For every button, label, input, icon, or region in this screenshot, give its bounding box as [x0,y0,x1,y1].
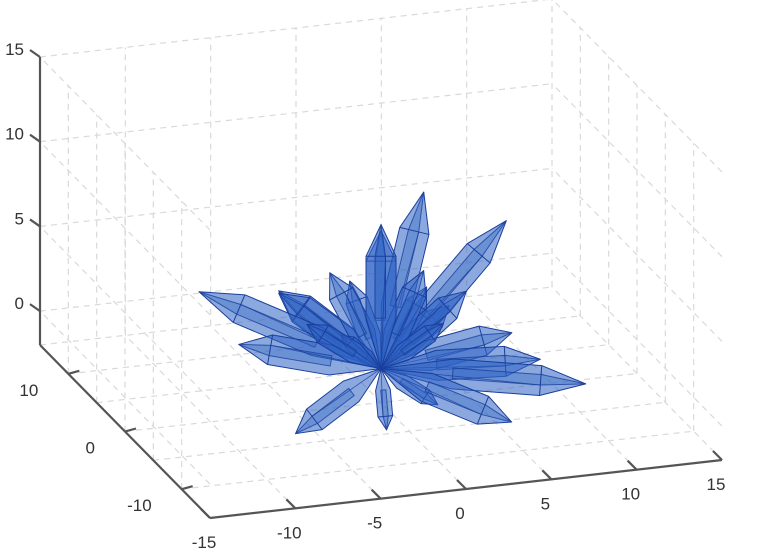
crystal-edge [377,415,393,418]
z-tick [29,133,41,143]
crystal [365,224,397,370]
z-tick-label: 0 [15,294,24,313]
grid-line-back-z [39,0,549,58]
x-tick-label: 15 [707,475,726,494]
axes [29,49,723,520]
crystal-edge [423,325,436,342]
crystal-face [424,381,513,423]
crystal-edge [539,365,543,396]
grid-line-floor-x [210,325,382,500]
grid-line-left-z [39,310,211,485]
x-tick-label: 0 [455,504,464,523]
z-tick [29,218,41,228]
y-tick [181,485,193,491]
crystal-edge [306,408,323,430]
crystal [380,368,513,425]
x-tick-label: 10 [621,485,640,504]
x-tick-label: -15 [192,533,217,552]
y-tick [124,427,137,433]
crystal-edge [380,368,482,415]
y-tick-label: 0 [86,439,95,458]
crystal-edge [329,287,353,301]
crystal-face [374,224,386,319]
crystal-edge [380,368,384,417]
x-tick-label: -10 [277,523,302,542]
crystal-edge [267,334,274,365]
grid-line-floor-y [181,430,694,490]
grid-line-floor-x [124,334,296,509]
grid-line-right-z [551,167,723,342]
z-tick [29,49,41,58]
crystal-edge [380,256,386,369]
grid-line-floor-y [153,401,666,461]
crystal-edge [380,335,432,369]
y-tick-label: -10 [127,496,152,515]
z-tick-label: 10 [5,125,24,144]
grid-line-left-z [39,141,211,316]
grid-line-right-z [552,0,723,173]
x-tick [626,459,638,471]
crystal [380,323,445,370]
crystal [306,323,382,370]
x-tick [541,469,553,481]
x-tick [712,450,723,461]
grid-line-right-z [551,83,723,258]
crystal-edge [437,297,458,319]
grid-line-back-z [39,167,553,228]
crystal-edge [311,368,382,417]
x-tick [456,479,467,490]
x-tick-label: 5 [541,494,550,513]
crystal [380,358,587,396]
grid-line-right-z [551,252,723,427]
crystal-edge [317,324,329,344]
crystal-edge [476,396,490,425]
crystal-cluster [198,191,587,435]
z-tick-label: 15 [5,40,24,59]
tick-labels: -15 -10 -5 0 5 10 15 -10 0 10 0 5 10 15 [5,40,725,552]
x-tick [370,488,382,500]
crystal-edge [380,293,419,369]
grid-line-back-z [39,83,553,143]
z-tick [29,303,41,313]
grid-line-left-z [39,56,211,231]
z-tick-label: 5 [15,209,24,228]
crystal [375,368,394,431]
crystal-edge [399,226,430,235]
y-tick-label: 10 [19,381,38,400]
crystal-face [238,343,333,367]
crystal [295,368,382,435]
grid-line-left-z [39,225,211,400]
crystal-edge [466,243,491,264]
crystal-edge [344,291,382,369]
crystal-edge [324,331,382,369]
crystal-edge [232,294,246,323]
y-tick [68,369,80,375]
x-tick [200,508,211,519]
x-tick-label: -5 [367,514,382,533]
crystal-edge [402,286,427,298]
crystal-face [451,367,587,386]
x-tick [285,498,297,510]
